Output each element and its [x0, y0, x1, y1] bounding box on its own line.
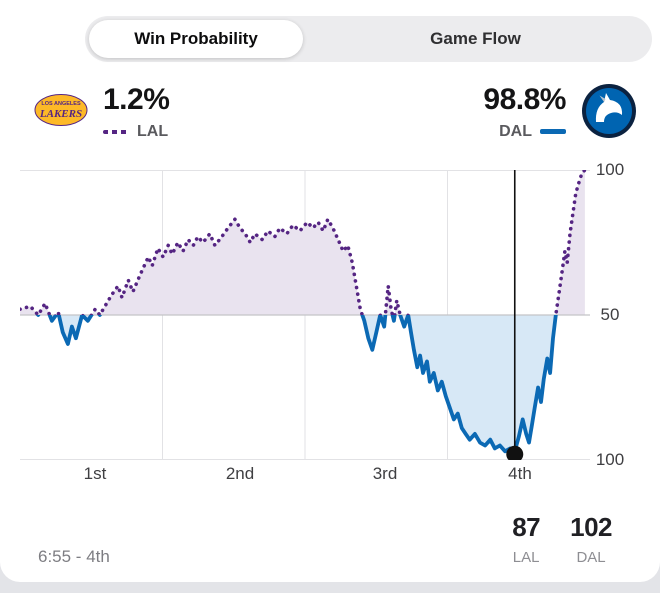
lal-score: 87: [512, 512, 541, 542]
lal-score-column: 87 LAL: [512, 512, 540, 566]
dal-win-percentage: 98.8%: [483, 83, 566, 116]
y-axis-label-bottom: 100: [595, 450, 625, 469]
x-axis-label-4th: 4th: [508, 464, 532, 483]
scoreboard: 87 LAL 102 DAL: [512, 512, 612, 566]
dal-score-column: 102 DAL: [570, 512, 612, 566]
svg-text:LAKERS: LAKERS: [39, 108, 82, 120]
team-lal-summary: LOS ANGELES LAKERS 1.2% LAL: [34, 83, 170, 141]
x-axis-label-1st: 1st: [83, 464, 107, 483]
dal-legend: DAL: [499, 123, 566, 141]
tab-win-probability-label: Win Probability: [134, 29, 258, 48]
y-axis-label-top: 100: [595, 160, 625, 179]
dal-score-label: DAL: [576, 549, 606, 566]
tab-win-probability[interactable]: Win Probability: [89, 20, 303, 58]
game-clock: 6:55 - 4th: [38, 547, 110, 566]
y-axis-label-mid: 50: [600, 305, 620, 324]
dal-probability-line: [35, 315, 558, 454]
lal-legend: LAL: [103, 123, 169, 141]
svg-text:LOS ANGELES: LOS ANGELES: [41, 101, 81, 107]
dal-legend-label: DAL: [499, 122, 532, 140]
win-probability-chart[interactable]: [20, 170, 590, 460]
tab-game-flow[interactable]: Game Flow: [303, 20, 648, 58]
lal-win-percentage: 1.2%: [103, 83, 170, 116]
dal-area-fill: [20, 315, 585, 452]
dal-solid-line-icon: [540, 129, 566, 134]
x-axis-label-3rd: 3rd: [372, 464, 398, 483]
lal-score-label: LAL: [512, 549, 540, 566]
lal-legend-label: LAL: [137, 122, 169, 140]
tab-game-flow-label: Game Flow: [430, 29, 521, 48]
dal-score: 102: [570, 512, 612, 542]
x-axis-label-2nd: 2nd: [225, 464, 255, 483]
mavericks-logo-icon: [580, 82, 638, 145]
lal-dashed-line-icon: [103, 129, 129, 134]
lal-area-fill: [20, 170, 585, 315]
segmented-control: Win Probability Game Flow: [85, 16, 652, 62]
lakers-logo-icon: LOS ANGELES LAKERS: [34, 90, 88, 135]
team-dal-summary: 98.8% DAL: [483, 82, 638, 145]
scrubber-dot[interactable]: [506, 445, 524, 460]
